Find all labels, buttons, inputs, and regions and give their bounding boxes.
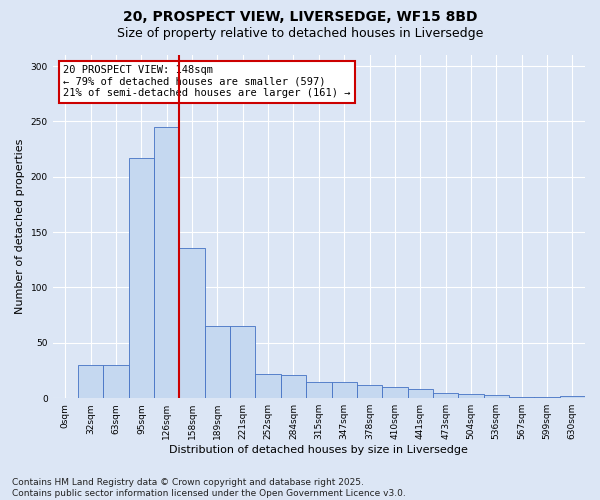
Bar — [458, 394, 484, 398]
Bar — [560, 396, 585, 398]
Bar — [281, 375, 306, 398]
Bar — [306, 382, 332, 398]
X-axis label: Distribution of detached houses by size in Liversedge: Distribution of detached houses by size … — [169, 445, 468, 455]
Bar — [154, 127, 179, 398]
Bar — [535, 397, 560, 398]
Bar — [103, 365, 129, 398]
Text: 20, PROSPECT VIEW, LIVERSEDGE, WF15 8BD: 20, PROSPECT VIEW, LIVERSEDGE, WF15 8BD — [123, 10, 477, 24]
Bar — [332, 382, 357, 398]
Bar — [230, 326, 256, 398]
Bar — [484, 395, 509, 398]
Bar — [205, 326, 230, 398]
Bar — [509, 397, 535, 398]
Bar — [179, 248, 205, 398]
Text: Size of property relative to detached houses in Liversedge: Size of property relative to detached ho… — [117, 28, 483, 40]
Text: 20 PROSPECT VIEW: 148sqm
← 79% of detached houses are smaller (597)
21% of semi-: 20 PROSPECT VIEW: 148sqm ← 79% of detach… — [64, 66, 351, 98]
Text: Contains HM Land Registry data © Crown copyright and database right 2025.
Contai: Contains HM Land Registry data © Crown c… — [12, 478, 406, 498]
Bar — [129, 158, 154, 398]
Bar — [256, 374, 281, 398]
Bar — [78, 365, 103, 398]
Bar — [357, 385, 382, 398]
Bar — [433, 392, 458, 398]
Bar — [407, 390, 433, 398]
Y-axis label: Number of detached properties: Number of detached properties — [15, 139, 25, 314]
Bar — [382, 387, 407, 398]
